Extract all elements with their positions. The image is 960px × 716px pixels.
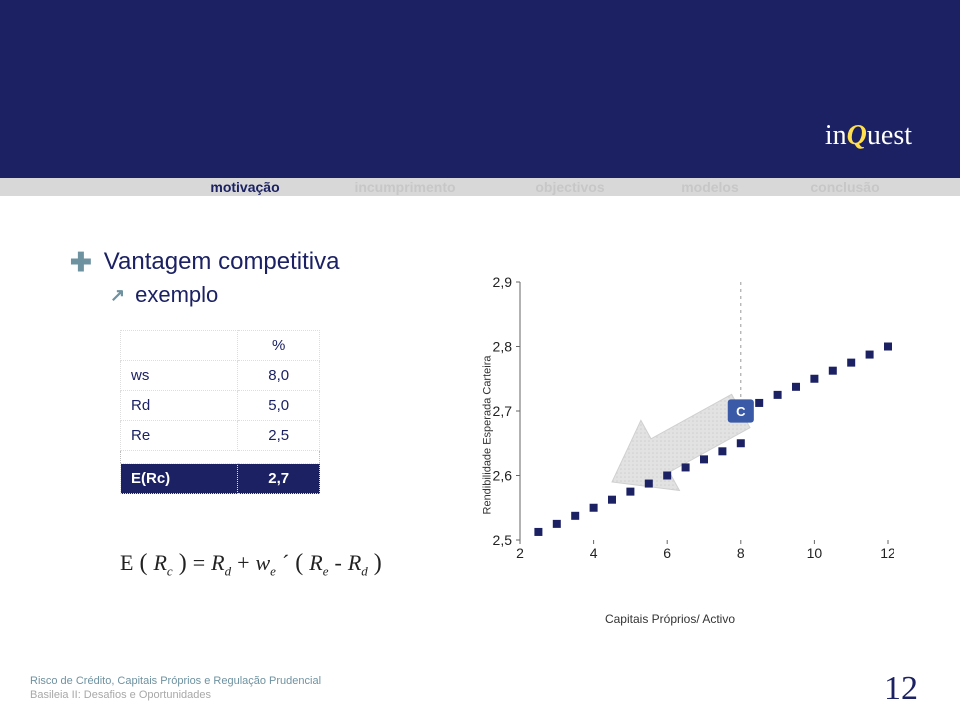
table-row: Re 2,5 [121, 421, 320, 451]
formula-we: we [255, 550, 275, 579]
formula-lp2: ( [295, 550, 303, 577]
title-main: Vantagem competitiva [104, 248, 340, 276]
formula-E: E [120, 550, 133, 576]
logo: inQuest [825, 120, 912, 152]
svg-text:2: 2 [516, 545, 524, 561]
svg-text:2,8: 2,8 [493, 339, 513, 355]
plus-icon: ✚ [70, 248, 92, 276]
portfolio-return-chart: Rendibilidade Esperada Carteira 2,52,62,… [430, 270, 910, 600]
svg-text:2,5: 2,5 [493, 532, 513, 548]
sub: d [225, 563, 232, 578]
sub: c [167, 563, 173, 578]
formula-plus: + [237, 550, 249, 576]
table-row: ws 8,0 [121, 361, 320, 391]
formula-Rd: Rd [211, 550, 231, 579]
svg-text:4: 4 [590, 545, 598, 561]
tab-motivacao[interactable]: motivação [190, 172, 300, 202]
formula-times: ´ [282, 550, 289, 576]
sub: e [270, 563, 276, 578]
tab-modelos[interactable]: modelos [660, 172, 760, 202]
table-row: % [121, 331, 320, 361]
footer-line2: Basileia II: Desafios e Oportunidades [30, 688, 930, 702]
tab-label: motivação [210, 179, 279, 195]
logo-in: in [825, 120, 847, 151]
svg-text:12: 12 [880, 545, 894, 561]
tab-objectivos[interactable]: objectivos [510, 172, 630, 202]
table-cell-name: Re [121, 421, 238, 451]
footer-line1: Risco de Crédito, Capitais Próprios e Re… [30, 674, 930, 688]
arrow-icon: ↗ [110, 285, 125, 306]
formula-eq: = [193, 550, 205, 576]
chart-plot: 2,5 2,6 2,7 2,8 2,9 2 4 6 8 10 12 C [484, 276, 894, 564]
formula-Rd2: Rd [348, 550, 368, 579]
footer: Risco de Crédito, Capitais Próprios e Re… [30, 674, 930, 702]
subtitle: exemplo [135, 282, 218, 308]
svg-text:2,7: 2,7 [493, 403, 513, 419]
table-cell-val: 2,5 [238, 421, 320, 451]
table-cell-val: 8,0 [238, 361, 320, 391]
slide: inQuest motivação incumprimento objectiv… [0, 0, 960, 716]
table-cell-pct: % [238, 331, 320, 361]
formula-Rc: Rc [153, 550, 172, 579]
sym: R [348, 550, 361, 575]
formula-Re: Re [309, 550, 328, 579]
title-row: ✚ Vantagem competitiva [70, 248, 339, 276]
page-number: 12 [884, 670, 918, 708]
svg-text:2,9: 2,9 [493, 276, 513, 290]
tab-incumprimento[interactable]: incumprimento [330, 172, 480, 202]
tab-label: modelos [681, 179, 739, 195]
formula-rp: ) [179, 550, 187, 577]
sub: d [361, 563, 368, 578]
chart-xlabel: Capitais Próprios/ Activo [430, 612, 910, 626]
formula-rp2: ) [374, 550, 382, 577]
tabs-row: motivação incumprimento objectivos model… [0, 178, 960, 218]
assumptions-table: % ws 8,0 Rd 5,0 Re 2,5 E(Rc) 2,7 [120, 330, 320, 494]
tab-label: incumprimento [354, 179, 455, 195]
svg-text:10: 10 [807, 545, 823, 561]
assumptions-table-inner: % ws 8,0 Rd 5,0 Re 2,5 E(Rc) 2,7 [120, 330, 320, 494]
svg-text:2,6: 2,6 [493, 468, 513, 484]
chart-svg: 2,5 2,6 2,7 2,8 2,9 2 4 6 8 10 12 C [484, 276, 894, 564]
formula-lp: ( [139, 550, 147, 577]
tab-label: conclusão [810, 179, 879, 195]
sub: e [323, 563, 329, 578]
table-row-spacer [121, 451, 320, 464]
formula-minus: - [335, 550, 342, 576]
header-band [0, 0, 960, 180]
table-row-result: E(Rc) 2,7 [121, 464, 320, 494]
table-cell-result-name: E(Rc) [121, 464, 238, 494]
sym: R [153, 550, 166, 575]
logo-q: Q [847, 120, 867, 151]
table-cell-name: ws [121, 361, 238, 391]
table-cell-name: Rd [121, 391, 238, 421]
sym: w [255, 550, 270, 575]
sym: R [211, 550, 224, 575]
table-cell-blank [121, 331, 238, 361]
svg-text:6: 6 [663, 545, 671, 561]
table-row: Rd 5,0 [121, 391, 320, 421]
table-cell-val: 5,0 [238, 391, 320, 421]
erc-formula: E ( Rc ) = Rd + we ´ ( Re - Rd ) [120, 550, 382, 579]
table-cell-result-val: 2,7 [238, 464, 320, 494]
main-area: ✚ Vantagem competitiva ↗ exemplo % ws 8,… [0, 230, 960, 670]
svg-text:C: C [736, 404, 746, 419]
subtitle-row: ↗ exemplo [110, 282, 218, 308]
tab-label: objectivos [535, 179, 604, 195]
logo-uest: uest [867, 120, 912, 151]
sym: R [309, 550, 322, 575]
svg-text:8: 8 [737, 545, 745, 561]
tab-conclusao[interactable]: conclusão [790, 172, 900, 202]
